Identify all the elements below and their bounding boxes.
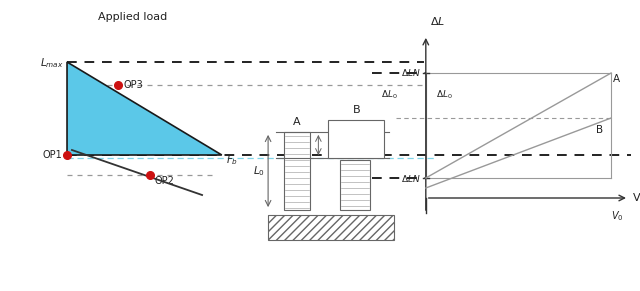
Text: $V_0$: $V_0$ — [611, 209, 623, 223]
Bar — [328, 120, 385, 158]
Text: B: B — [596, 125, 604, 135]
Text: $\Delta LN$: $\Delta LN$ — [401, 68, 421, 79]
Text: B: B — [353, 105, 360, 115]
Text: OP3: OP3 — [124, 80, 143, 90]
Bar — [284, 132, 310, 210]
Text: $\Delta L_0$: $\Delta L_0$ — [436, 89, 452, 101]
Text: $F_b$: $F_b$ — [226, 153, 238, 167]
Text: $\Delta LN$: $\Delta LN$ — [401, 173, 421, 184]
Text: $\Delta L$: $\Delta L$ — [429, 15, 445, 27]
Bar — [340, 160, 370, 210]
Text: A: A — [613, 74, 620, 84]
Text: OP2: OP2 — [155, 176, 175, 186]
Text: $\Delta L_0$: $\Delta L_0$ — [381, 89, 398, 101]
Text: M: M — [351, 134, 361, 144]
Text: V: V — [633, 193, 640, 203]
Text: Applied load: Applied load — [99, 12, 168, 22]
Text: $L_{max}$: $L_{max}$ — [40, 56, 64, 70]
Text: $L_0$: $L_0$ — [253, 164, 265, 178]
Text: A: A — [293, 117, 301, 127]
Polygon shape — [67, 62, 222, 155]
Bar — [268, 215, 394, 240]
Text: OP1: OP1 — [42, 150, 62, 160]
